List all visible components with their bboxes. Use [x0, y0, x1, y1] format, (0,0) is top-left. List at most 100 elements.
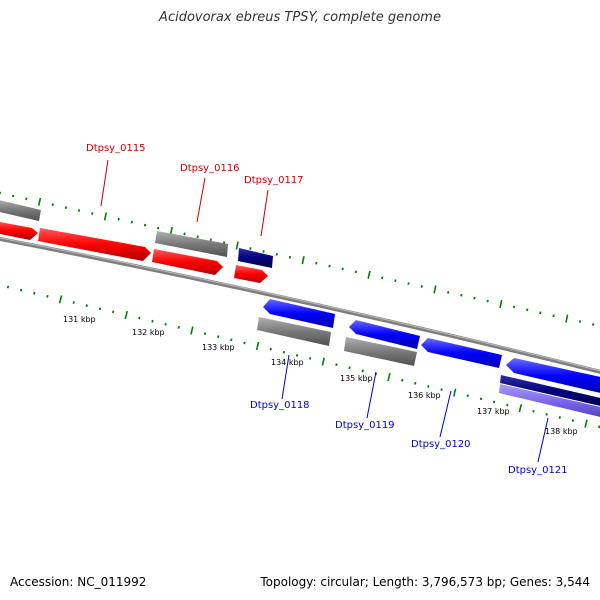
minor-tick	[526, 308, 529, 312]
cds-arrow[interactable]	[421, 338, 502, 368]
label-leader	[366, 371, 377, 419]
minor-tick	[401, 378, 404, 382]
minor-tick	[230, 338, 233, 342]
genome-backbone-highlight	[0, 237, 600, 372]
minor-tick	[243, 341, 246, 345]
tick-label: 131 kbp	[63, 315, 96, 324]
label-leader	[537, 417, 549, 463]
minor-tick	[486, 299, 489, 303]
minor-tick	[335, 363, 338, 366]
genome-backbone	[0, 236, 600, 374]
major-tick	[433, 285, 437, 294]
map-title: Acidovorax ebreus TPSY, complete genome	[159, 10, 441, 25]
minor-tick	[512, 305, 516, 309]
navy-feature[interactable]	[500, 375, 600, 407]
minor-tick	[183, 232, 186, 236]
minor-tick	[157, 226, 160, 230]
gene-label[interactable]: Dtpsy_0117	[244, 175, 304, 186]
minor-tick	[91, 212, 94, 215]
cds-arrow[interactable]	[506, 358, 600, 394]
label-leader	[260, 189, 269, 237]
gene-label[interactable]: Dtpsy_0116	[180, 163, 240, 174]
minor-tick	[85, 304, 88, 308]
label-leader	[196, 177, 206, 223]
minor-tick	[6, 285, 10, 289]
major-tick	[255, 341, 260, 351]
minor-tick	[414, 381, 417, 385]
accession-text: Accession: NC_011992	[10, 575, 147, 589]
gene-label[interactable]: Dtpsy_0120	[411, 439, 471, 450]
minor-tick	[72, 301, 75, 304]
minor-tick	[164, 322, 167, 326]
gene-feature[interactable]	[344, 337, 417, 366]
minor-tick	[552, 314, 555, 318]
gene-feature[interactable]	[0, 199, 41, 221]
minor-tick	[571, 419, 575, 423]
major-tick	[584, 419, 588, 428]
minor-tick	[143, 223, 147, 227]
minor-tick	[282, 350, 286, 354]
minor-tick	[341, 267, 344, 271]
gene-label[interactable]: Dtpsy_0115	[86, 143, 146, 154]
minor-tick	[440, 388, 443, 391]
tick-label: 135 kbp	[340, 374, 373, 383]
cds-arrow[interactable]	[349, 320, 420, 349]
minor-tick	[420, 285, 423, 288]
major-tick	[367, 270, 371, 279]
minor-tick	[25, 197, 28, 201]
minor-tick	[558, 416, 561, 419]
major-tick	[124, 310, 128, 320]
minor-tick	[51, 203, 54, 207]
minor-tick	[479, 397, 483, 401]
minor-tick	[473, 296, 476, 300]
major-tick	[387, 373, 391, 382]
cds-arrow[interactable]	[152, 249, 223, 275]
minor-tick	[151, 319, 154, 323]
minor-tick	[381, 276, 384, 280]
minor-tick	[177, 325, 180, 329]
minor-tick	[203, 332, 207, 335]
cds-arrow[interactable]	[263, 299, 335, 328]
reverse-gene-row	[257, 317, 600, 418]
minor-tick	[288, 255, 292, 259]
purple-feature[interactable]	[499, 384, 600, 418]
tick-label: 133 kbp	[202, 343, 235, 352]
minor-tick	[209, 238, 212, 242]
minor-tick	[427, 385, 430, 388]
forward-gene-row	[0, 199, 228, 257]
minor-tick	[539, 311, 542, 315]
gene-feature[interactable]	[155, 231, 228, 257]
outer-tick-track	[0, 191, 595, 326]
cds-arrow[interactable]	[0, 221, 38, 240]
forward-cds-row	[0, 221, 273, 283]
gene-feature[interactable]	[257, 317, 331, 346]
minor-tick	[46, 294, 49, 298]
gene-label[interactable]: Dtpsy_0121	[508, 465, 568, 476]
cds-arrow[interactable]	[234, 265, 268, 283]
tick-label: 137 kbp	[477, 407, 510, 416]
major-tick	[37, 197, 42, 206]
label-leader	[281, 354, 290, 400]
genome-stats-text: Topology: circular; Length: 3,796,573 bp…	[260, 575, 590, 589]
minor-tick	[309, 357, 312, 360]
navy-feature[interactable]	[238, 248, 273, 268]
minor-tick	[249, 247, 252, 250]
minor-tick	[98, 307, 102, 311]
major-tick	[321, 357, 325, 366]
minor-tick	[532, 409, 535, 413]
minor-tick	[492, 400, 496, 404]
minor-tick	[196, 235, 199, 239]
cds-arrow[interactable]	[38, 228, 151, 261]
major-tick	[565, 314, 569, 323]
minor-tick	[111, 310, 115, 314]
minor-tick	[591, 323, 595, 326]
tick-label: 132 kbp	[132, 328, 165, 337]
minor-tick	[295, 354, 299, 357]
minor-tick	[138, 316, 141, 320]
major-tick	[499, 299, 503, 309]
gene-label[interactable]: Dtpsy_0118	[250, 400, 310, 411]
minor-tick	[20, 288, 23, 292]
gene-label[interactable]: Dtpsy_0119	[335, 420, 395, 431]
label-leader	[100, 159, 109, 207]
minor-tick	[506, 403, 509, 407]
